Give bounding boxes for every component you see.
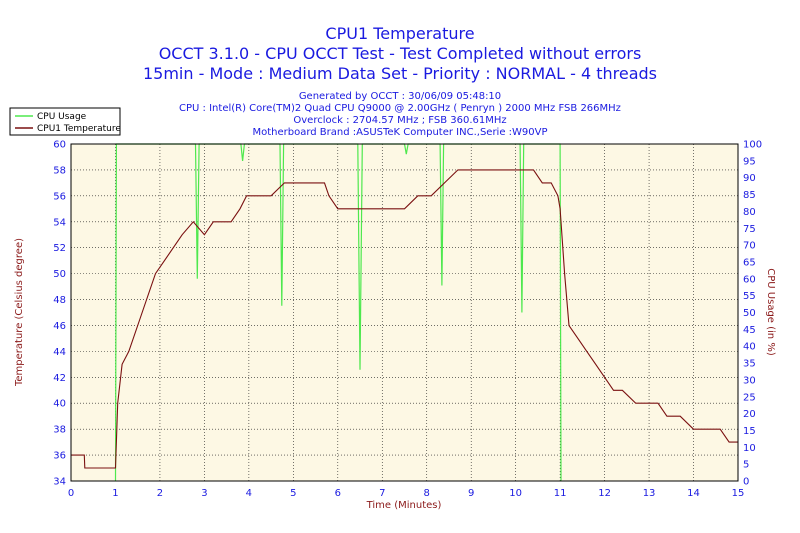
x-tick-label: 11: [554, 488, 567, 499]
y-tick-label: 44: [53, 347, 66, 358]
info-generated: Generated by OCCT : 30/06/09 05:48:10: [299, 91, 501, 102]
x-tick-label: 2: [157, 488, 163, 499]
x-tick-label: 12: [598, 488, 611, 499]
x-tick-label: 9: [468, 488, 474, 499]
y2-tick-label: 40: [743, 342, 756, 353]
y2-tick-label: 25: [743, 392, 756, 403]
x-tick-label: 0: [68, 488, 74, 499]
y2-tick-label: 15: [743, 426, 756, 437]
legend-label-temperature: CPU1 Temperature: [37, 124, 121, 134]
legend: CPU Usage CPU1 Temperature: [9, 107, 121, 136]
y2-axis-label: CPU Usage (in %): [765, 268, 776, 356]
chart-subtitle-1: OCCT 3.1.0 - CPU OCCT Test - Test Comple…: [159, 44, 642, 63]
y2-tick-label: 60: [743, 274, 756, 285]
info-overclock: Overclock : 2704.57 MHz ; FSB 360.61MHz: [293, 115, 506, 126]
y-tick-label: 38: [53, 425, 66, 436]
y-tick-label: 42: [53, 373, 66, 384]
y-tick-label: 48: [53, 295, 66, 306]
x-tick-label: 10: [509, 488, 522, 499]
y-tick-label: 56: [53, 191, 66, 202]
legend-label-usage: CPU Usage: [37, 112, 87, 122]
y-tick-label: 52: [53, 243, 66, 254]
y2-tick-label: 50: [743, 308, 756, 319]
y-tick-label: 36: [53, 451, 66, 462]
chart-subtitle-2: 15min - Mode : Medium Data Set - Priorit…: [143, 64, 657, 83]
y2-tick-label: 85: [743, 190, 756, 201]
y2-tick-label: 55: [743, 291, 756, 302]
y-tick-label: 34: [53, 477, 66, 488]
legend-box: [9, 107, 121, 136]
y2-tick-label: 0: [743, 477, 749, 488]
x-tick-label: 3: [201, 488, 207, 499]
y2-tick-label: 75: [743, 224, 756, 235]
y2-tick-label: 35: [743, 359, 756, 370]
y2-tick-label: 70: [743, 241, 756, 252]
y-tick-label: 46: [53, 321, 66, 332]
y-tick-label: 54: [53, 217, 66, 228]
x-axis-label: Time (Minutes): [366, 500, 442, 511]
y2-tick-label: 95: [743, 156, 756, 167]
x-tick-label: 6: [335, 488, 341, 499]
x-tick-label: 14: [687, 488, 700, 499]
x-tick-label: 5: [290, 488, 296, 499]
y-tick-labels: 34 36 38 40 42 44 46 48 50 52 54 56 58 60: [53, 140, 66, 488]
y2-tick-label: 10: [743, 443, 756, 454]
chart-title: CPU1 Temperature: [325, 24, 474, 43]
plot-border: [70, 143, 739, 482]
y-tick-label: 60: [53, 140, 66, 151]
plot-background: [71, 144, 738, 481]
info-cpu: CPU : Intel(R) Core(TM)2 Quad CPU Q9000 …: [179, 103, 621, 114]
info-motherboard: Motherboard Brand :ASUSTeK Computer INC.…: [252, 127, 547, 138]
y-tick-label: 50: [53, 269, 66, 280]
series-line-cpu1-temperature: [71, 169, 738, 469]
x-tick-label: 1: [112, 488, 118, 499]
x-tick-label: 13: [643, 488, 656, 499]
x-tick-label: 8: [424, 488, 430, 499]
x-tick-label: 7: [379, 488, 385, 499]
y2-tick-label: 45: [743, 325, 756, 336]
y-tick-label: 58: [53, 165, 66, 176]
y2-tick-label: 65: [743, 257, 756, 268]
x-tick-labels: 0 1 2 3 4 5 6 7 8 9 10 11 12 13 14 15: [68, 488, 745, 499]
y2-tick-label: 90: [743, 173, 756, 184]
y2-tick-label: 5: [743, 460, 749, 471]
y2-tick-labels: 0 5 10 15 20 25 30 35 40 45 50 55 60 65 70 75 80 85 90 95 10…: [743, 140, 762, 488]
y2-tick-label: 100: [743, 140, 762, 151]
y-tick-label: 40: [53, 399, 66, 410]
y-axis-label: Temperature (Celsius degree): [14, 238, 25, 387]
y2-tick-label: 30: [743, 375, 756, 386]
x-tick-label: 15: [732, 488, 745, 499]
x-tick-label: 4: [246, 488, 252, 499]
y2-tick-label: 80: [743, 207, 756, 218]
y2-tick-label: 20: [743, 409, 756, 420]
